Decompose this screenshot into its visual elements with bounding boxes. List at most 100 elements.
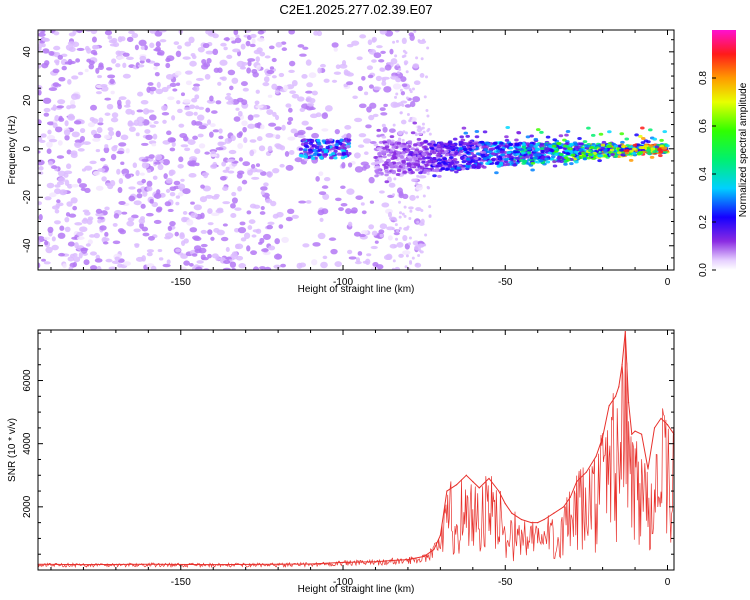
spectrogram-cell [516,131,521,135]
spectrogram-cell [415,182,419,186]
spectrogram-cell [177,192,184,197]
spectrogram-cell [562,160,568,164]
spectrogram-cell [107,35,113,40]
snr-x-label: Height of straight line (km) [298,584,415,595]
spectrogram-cell [414,148,420,152]
spectrogram-cell [251,68,258,74]
spectrogram-cell [288,107,293,113]
spectrogram-cell [166,130,172,136]
spectrogram-cell [405,254,409,258]
spectrogram-cell [67,41,76,46]
spectrogram-cell [200,184,205,189]
spectrogram-cell [323,150,329,154]
spectrogram-cell [155,207,162,213]
spectrogram-cell [149,30,157,34]
spectrogram-cell [241,120,248,127]
spectrogram-cell [97,75,103,79]
spectrogram-cell [360,202,365,206]
spectrogram-cell [227,69,236,76]
spectrogram-cell [67,79,72,85]
spectrogram-cell [407,153,413,157]
spectrogram-cell [525,155,530,159]
spectrogram-cell [217,81,222,86]
spectrogram-cell [253,266,260,270]
spectrogram-cell [333,156,338,160]
spectrogram-cell [397,187,403,194]
spectrogram-cell [375,75,382,82]
spectrogram-cell [54,188,62,195]
spectrogram-cell [179,232,185,238]
spectrogram-cell [291,80,298,87]
spectrogram-cell [137,121,144,127]
spectrogram-cell [620,140,625,144]
snr-point [465,474,467,476]
spectrogram-cell [138,39,147,47]
spectrogram-cell [317,67,322,74]
spectrogram-cell [447,159,452,163]
spectrogram-cell [408,32,415,37]
spectrogram-cell [162,158,170,166]
spectrogram-cell [404,131,408,135]
spectrogram-cell [38,84,43,91]
spectrogram-cell [367,39,373,46]
spectrogram-cell [346,138,352,142]
spectrogram-cell [78,183,88,189]
spectrogram-cell [201,63,209,70]
spectrogram-cell [297,96,305,102]
spectrogram-cell [182,56,191,60]
spectrogram-cell [437,151,442,155]
spectrogram-cell [228,149,237,155]
spectrogram-cell [391,267,395,270]
spectrogram-cell [665,144,670,148]
spectrogram-cell [640,137,646,141]
spectrogram-cell [509,155,514,159]
spectrogram-cell [458,147,464,151]
spectrogram-cell [224,137,232,144]
spectrogram-cell [442,157,448,161]
spectrogram-cell [77,148,85,152]
spectrogram-cell [236,172,243,179]
spectrogram-cell [73,256,81,263]
spectrogram-cell [273,264,281,269]
spectrogram-cell [264,55,271,59]
spectrogram-cell [114,256,121,261]
spectrogram-cell [471,164,476,168]
spectrogram-cell [452,157,458,161]
spectrogram-cell [423,168,428,172]
spectrogram-cell [392,83,402,90]
spectrogram-cell [196,260,204,264]
spectrogram-cell [460,138,466,142]
spectrogram-cell [413,143,418,147]
spectrogram-cell [87,122,95,128]
spectrogram-cell [395,173,401,177]
spectrogram-cell [368,224,375,230]
spectrogram-cell [111,58,117,64]
spectrogram-cell [346,132,352,139]
spectrogram-cell [104,112,111,116]
spectrogram-cell [193,204,202,211]
spectrogram-cell [421,126,425,130]
spectrogram-cell [366,106,372,113]
spectrogram-cell [183,107,191,111]
spectrogram-cell [480,153,486,157]
spectrogram-cell [539,142,545,146]
colorbar-tick-label: 0.8 [698,71,709,85]
spectrogram-cell [165,57,171,63]
spectrogram-cell [235,243,244,250]
spectrogram-cell [371,59,377,63]
spectrogram-cell [90,30,98,35]
spectrogram-cell [347,221,353,227]
spectrogram-cell [117,263,123,268]
spectrogram-y-label: Frequency (Hz) [7,116,18,185]
spectrogram-cell [376,134,381,138]
spectrogram-cell [85,243,91,247]
spectrogram-cell [237,110,243,117]
spectrogram-cell [394,54,398,58]
spectrogram-cell [173,41,180,46]
spectrogram-cell [374,170,380,174]
spectrogram-cell [177,45,182,50]
spectrogram-cell [362,138,372,144]
spectrogram-cell [104,231,109,237]
spectrogram-cell [250,164,256,169]
spectrogram-cell [572,142,578,146]
